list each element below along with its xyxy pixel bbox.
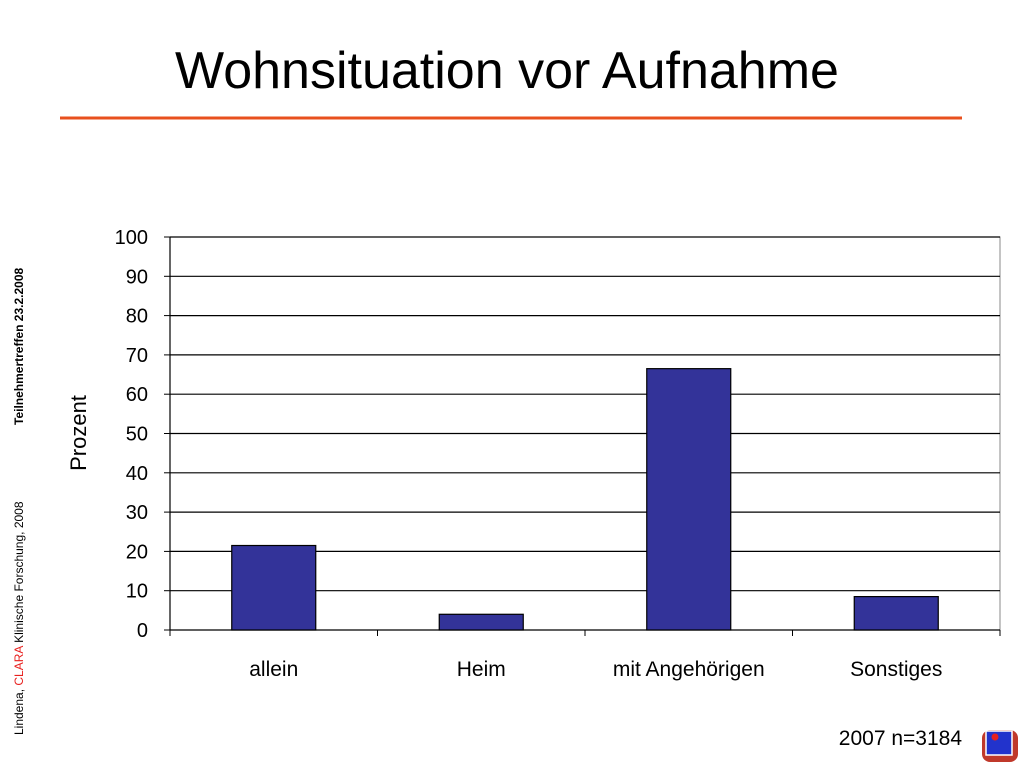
y-tick-label: 20 [126,541,148,563]
bar [646,368,732,631]
brand: CLARA [12,646,26,686]
sidebar-credit: Lindena, CLARA Klinische Forschung, 2008 [12,501,26,735]
sidebar-event: Teilnehmertreffen 23.2.2008 [12,267,26,425]
y-tick-label: 90 [126,266,148,288]
logo [982,730,1018,762]
x-tick-label: Heim [457,658,506,681]
chart-title: Wohnsituation vor Aufnahme [175,42,839,100]
x-tick-label: Sonstiges [850,658,942,681]
y-tick-label: 50 [126,424,148,446]
bar [853,595,939,631]
y-axis-label: Prozent [66,395,91,471]
logo-dot [991,733,999,741]
author: Lindena, [12,689,26,735]
y-tick-label: 10 [126,581,148,603]
logo-front [985,730,1013,756]
y-tick-label: 60 [126,384,148,406]
bar [438,613,524,631]
y-tick-label: 100 [115,227,148,249]
annotation: 2007 n=3184 [839,727,963,750]
y-tick-label: 70 [126,345,148,367]
x-tick-label: mit Angehörigen [613,658,765,681]
y-tick-label: 40 [126,463,148,485]
y-tick-label: 80 [126,306,148,328]
x-tick-label: allein [249,658,298,681]
bar [231,544,317,631]
y-tick-label: 0 [137,620,148,642]
y-tick-label: 30 [126,502,148,524]
organisation: Klinische Forschung, 2008 [12,501,26,643]
